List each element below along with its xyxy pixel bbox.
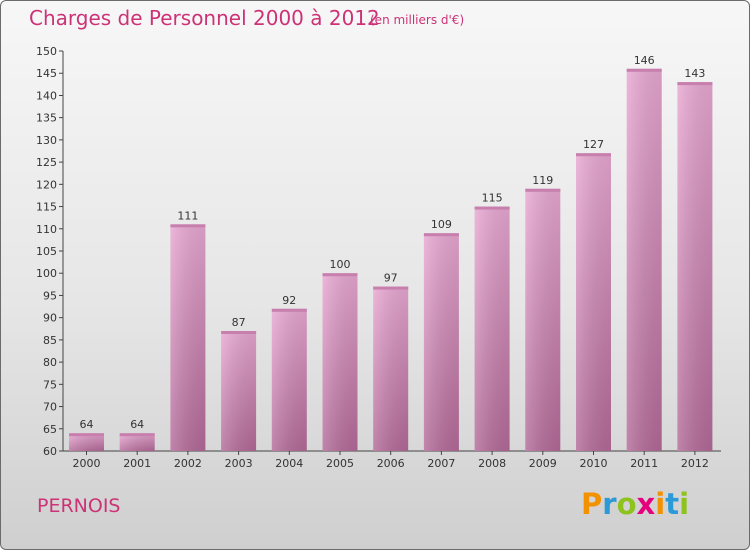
bar-value-label: 143 (684, 67, 705, 80)
x-tick-label: 2002 (174, 457, 202, 470)
chart-subtitle: (en milliers d'€) (370, 13, 465, 27)
bar-shade (221, 331, 257, 451)
x-tick-label: 2004 (275, 457, 303, 470)
logo-letter: P (581, 487, 603, 521)
x-tick-label: 2009 (529, 457, 557, 470)
bar-value-label: 127 (583, 138, 604, 151)
y-tick-label: 140 (36, 89, 57, 102)
x-tick-label: 2010 (580, 457, 608, 470)
bar-top-edge (271, 308, 307, 312)
x-tick-label: 2007 (427, 457, 455, 470)
y-tick-label: 110 (36, 223, 57, 236)
x-tick-label: 2001 (123, 457, 151, 470)
bar-value-label: 115 (482, 192, 503, 205)
bar-shade (373, 286, 409, 451)
bar-top-edge (576, 153, 611, 157)
y-tick-label: 75 (43, 378, 57, 391)
x-tick-label: 2012 (681, 457, 709, 470)
y-tick-label: 120 (36, 178, 57, 191)
bar-shade (271, 308, 307, 451)
chart-title: Charges de Personnel 2000 à 2012 (29, 6, 380, 30)
y-tick-label: 145 (36, 67, 57, 80)
bar-top-edge (474, 206, 510, 210)
x-tick-label: 2000 (73, 457, 101, 470)
y-tick-label: 150 (36, 45, 57, 58)
bar-top-edge (221, 331, 257, 334)
plot-area: 60 65 70 75 80 85 90 95 100 105 110 115 120 125 130 135… (36, 45, 721, 470)
commune-name: PERNOIS (37, 495, 121, 517)
y-tick-label: 100 (36, 267, 57, 280)
y-tick-label: 90 (43, 312, 57, 325)
bar-top-edge (322, 273, 358, 277)
proxiti-logo[interactable]: Proxiti (581, 487, 689, 521)
logo-letter: i (679, 487, 690, 521)
bar-shade (626, 68, 662, 452)
y-tick-label: 125 (36, 156, 57, 169)
y-tick-label: 105 (36, 245, 57, 258)
bar-shade (119, 433, 155, 451)
bar-value-label: 146 (634, 54, 655, 67)
logo-letter: t (665, 487, 680, 521)
y-tick-label: 85 (43, 334, 57, 347)
bar-shade (69, 433, 104, 451)
bar-top-edge (677, 82, 713, 86)
bar-top-edge (119, 433, 155, 437)
bar-shade (677, 82, 713, 451)
bar-value-label: 64 (80, 418, 94, 431)
logo-letter: i (655, 487, 666, 521)
bar-top-edge (626, 68, 662, 72)
bar-value-label: 109 (431, 218, 452, 231)
bar-top-edge (373, 286, 409, 290)
bar-top-edge (423, 233, 459, 237)
bar-value-label: 119 (532, 174, 553, 187)
y-tick-label: 70 (43, 401, 57, 414)
bar-shade (423, 233, 459, 451)
y-tick-label: 135 (36, 112, 57, 125)
bar-shade (170, 224, 206, 451)
bar-shade (525, 188, 561, 451)
logo-letter: r (602, 487, 617, 521)
bar-top-edge (69, 433, 104, 437)
x-tick-label: 2006 (377, 457, 405, 470)
logo-letter: o (616, 487, 637, 521)
bar-shade (322, 273, 358, 451)
bar-value-label: 100 (330, 258, 351, 271)
bar-value-label: 111 (177, 209, 198, 222)
y-tick-label: 115 (36, 201, 57, 214)
bar-value-label: 92 (282, 294, 296, 307)
x-tick-label: 2003 (225, 457, 253, 470)
x-tick-label: 2011 (630, 457, 658, 470)
y-tick-label: 80 (43, 356, 57, 369)
y-tick-label: 130 (36, 134, 57, 147)
x-tick-label: 2008 (478, 457, 506, 470)
bar-value-label: 87 (232, 316, 246, 329)
bar-top-edge (170, 224, 206, 228)
logo-letter: x (636, 487, 656, 521)
y-tick-label: 60 (43, 445, 57, 458)
y-tick-label: 65 (43, 423, 57, 436)
bar-top-edge (525, 188, 561, 192)
bar-shade (576, 153, 611, 451)
bar-value-label: 97 (384, 272, 398, 285)
bar-value-label: 64 (130, 418, 144, 431)
x-tick-label: 2005 (326, 457, 354, 470)
bar-shade (474, 206, 510, 451)
y-tick-label: 95 (43, 289, 57, 302)
